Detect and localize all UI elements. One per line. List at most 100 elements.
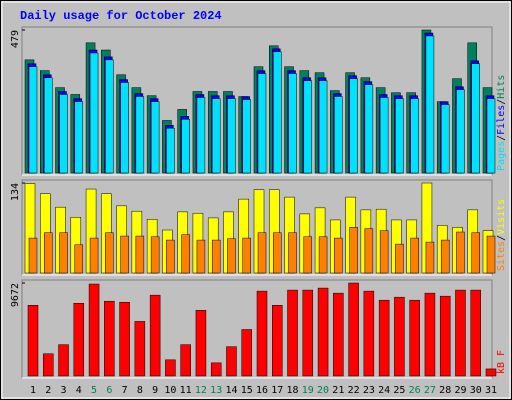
x-tick-label: 14 (225, 385, 237, 396)
legend: Sites/Visits (496, 199, 507, 271)
bar (226, 346, 237, 377)
x-tick-label: 21 (332, 385, 344, 396)
legend-entry: Visits (496, 199, 507, 235)
bar (256, 290, 268, 377)
x-tick-label: 7 (122, 385, 128, 396)
legend: kB F (496, 350, 507, 374)
x-tick-label: 26 (409, 385, 421, 396)
legend-separator: / (496, 135, 507, 141)
bar (425, 241, 435, 274)
x-tick-label: 28 (439, 385, 451, 396)
x-tick-label: 12 (195, 385, 207, 396)
bar (288, 73, 297, 174)
x-tick-label: 6 (106, 385, 112, 396)
x-tick-label: 9 (152, 385, 158, 396)
x-tick-label: 22 (348, 385, 360, 396)
x-tick-label: 15 (241, 385, 253, 396)
bar (410, 98, 419, 174)
x-tick-label: 1 (30, 385, 36, 396)
bar (425, 35, 435, 174)
bar (379, 97, 389, 174)
bar (59, 232, 68, 274)
bar (211, 239, 221, 274)
bar (105, 232, 114, 274)
bar (73, 302, 85, 377)
x-tick-label: 24 (378, 385, 390, 396)
bar (43, 353, 54, 377)
bar (485, 368, 497, 377)
x-tick-label: 30 (470, 385, 482, 396)
x-tick-label: 2 (45, 385, 51, 396)
bar (195, 310, 207, 377)
x-tick-label: 16 (256, 385, 268, 396)
bar (486, 235, 496, 274)
bar (89, 237, 99, 274)
bar (394, 296, 405, 377)
bar (410, 237, 419, 274)
bar (471, 232, 480, 274)
bar (486, 98, 496, 174)
bar (334, 237, 343, 274)
bar (471, 63, 480, 174)
bar (181, 234, 190, 274)
bar (348, 282, 359, 377)
bar (349, 227, 358, 274)
bar (318, 236, 328, 274)
legend-entry: Files (496, 105, 507, 135)
x-tick-label: 25 (393, 385, 405, 396)
bar (135, 96, 145, 174)
bar (349, 78, 358, 174)
bar (211, 98, 221, 174)
legend-separator: / (496, 235, 507, 241)
x-tick-label: 19 (302, 385, 314, 396)
bar (196, 97, 206, 174)
bar (395, 243, 404, 274)
legend-entry: Pages (496, 141, 507, 171)
bar (196, 239, 206, 274)
x-tick-label: 29 (454, 385, 466, 396)
bar (74, 244, 84, 274)
bar (166, 127, 175, 174)
bar (180, 344, 191, 377)
bar (104, 300, 115, 377)
bar (303, 236, 313, 274)
bar (150, 101, 160, 174)
bar (150, 236, 160, 274)
y-tick-label: 479 (10, 30, 21, 48)
bar (364, 84, 374, 174)
bar (89, 52, 99, 174)
bar (318, 80, 328, 174)
bar (273, 51, 282, 174)
x-tick-label: 10 (164, 385, 176, 396)
bar (333, 292, 344, 377)
bar (440, 239, 450, 274)
x-tick-label: 17 (271, 385, 283, 396)
x-tick-label: 20 (317, 385, 329, 396)
bar (272, 305, 283, 377)
bar (287, 289, 298, 377)
bar (227, 238, 236, 274)
bar (119, 301, 130, 377)
x-tick-label: 27 (424, 385, 436, 396)
x-tick-label: 3 (61, 385, 67, 396)
bar (257, 73, 267, 174)
x-tick-label: 4 (76, 385, 82, 396)
x-tick-label: 8 (137, 385, 143, 396)
bar (59, 94, 68, 174)
y-tick-label: 9672 (10, 283, 21, 307)
legend-entry: kB F (496, 350, 507, 374)
x-tick-label: 18 (287, 385, 299, 396)
bar (210, 362, 222, 377)
x-tick-label: 5 (91, 385, 97, 396)
legend-entry: Sites (496, 241, 507, 271)
bar (273, 232, 282, 274)
bar (470, 289, 481, 377)
bar (166, 239, 175, 274)
bar (242, 237, 251, 274)
y-tick-label: 134 (10, 183, 21, 201)
bar (181, 119, 190, 174)
bar (395, 98, 404, 174)
bar (241, 329, 252, 377)
legend-separator: / (496, 99, 507, 105)
